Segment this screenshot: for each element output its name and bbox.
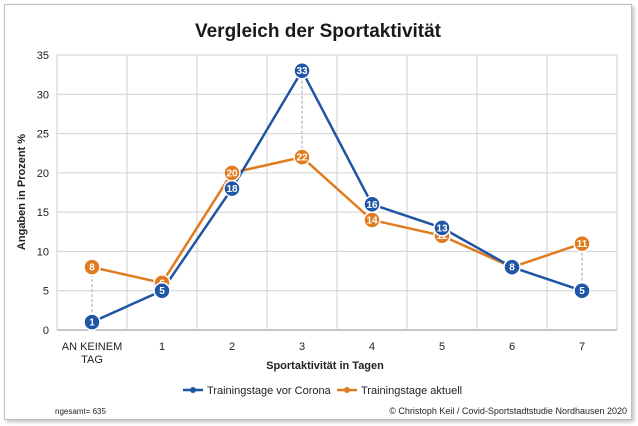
data-point: 18 xyxy=(223,179,241,198)
y-tick-labels: 0 5 10 15 20 25 30 35 xyxy=(37,50,49,337)
y-axis-label: Angaben in Prozent % xyxy=(16,134,28,250)
chart-frame: Vergleich der Sportaktivität 0 5 10 15 20 25 3… xyxy=(4,4,632,420)
data-point: 8 xyxy=(503,258,521,276)
data-label: 1 xyxy=(89,318,95,329)
data-label: 5 xyxy=(159,286,165,297)
gridlines xyxy=(56,54,618,331)
data-label: 16 xyxy=(366,200,378,211)
y-tick-label: 15 xyxy=(37,207,49,219)
x-axis-label: Sportaktivität in Tagen xyxy=(266,360,384,372)
y-tick-label: 20 xyxy=(37,168,49,180)
x-tick-label: 4 xyxy=(369,341,375,353)
data-label: 8 xyxy=(89,263,95,274)
chart-title: Vergleich der Sportaktivität xyxy=(195,21,442,42)
legend: Trainingstage vor Corona Trainingstage ak… xyxy=(183,385,462,397)
x-tick-label: 5 xyxy=(439,341,445,353)
data-point-marker xyxy=(293,148,311,166)
data-point-marker xyxy=(223,179,241,198)
data-point-marker xyxy=(83,313,101,331)
data-label: 33 xyxy=(296,66,308,77)
data-label: 14 xyxy=(366,216,378,227)
source-credit: © Christoph Keil / Covid-Sportstadtstudi… xyxy=(389,406,627,416)
data-point-marker xyxy=(573,281,591,300)
y-tick-label: 25 xyxy=(37,129,49,141)
x-tick-label: 7 xyxy=(579,341,585,353)
line-chart: Vergleich der Sportaktivität 05101520253… xyxy=(16,21,627,416)
y-tick-label: 5 xyxy=(43,286,49,298)
x-tick-label: 2 xyxy=(229,341,235,353)
series-line xyxy=(91,69,583,324)
data-label: 11 xyxy=(577,239,588,250)
data-point: 11 xyxy=(573,234,591,253)
data-point: 8 xyxy=(83,258,101,276)
data-label: 12 xyxy=(436,231,448,242)
data-point: 16 xyxy=(363,195,381,214)
data-point-marker xyxy=(83,258,101,276)
data-label: 20 xyxy=(226,168,238,179)
legend-label: Trainingstage aktuell xyxy=(361,385,462,397)
x-tick-label: 6 xyxy=(509,341,515,353)
data-point-marker xyxy=(363,195,381,214)
data-label: 5 xyxy=(579,286,585,297)
data-point: 1 xyxy=(83,313,101,331)
data-point: 22 xyxy=(293,148,311,166)
x-tick-label: 1 xyxy=(159,341,165,353)
data-point: 5 xyxy=(153,281,171,300)
data-label: 18 xyxy=(226,184,238,195)
data-point: 5 xyxy=(573,281,591,300)
legend-marker xyxy=(190,387,196,393)
legend-item: Trainingstage vor Corona xyxy=(183,385,332,397)
data-point: 33 xyxy=(293,61,311,80)
data-point-marker xyxy=(153,281,171,300)
data-point: 13 xyxy=(433,219,451,237)
legend-label: Trainingstage vor Corona xyxy=(207,385,332,397)
y-tick-label: 35 xyxy=(37,50,49,62)
data-label: 13 xyxy=(436,223,448,234)
y-tick-label: 10 xyxy=(37,246,49,258)
data-label: 22 xyxy=(296,153,308,164)
x-tick-labels: AN KEINEM TAG 1 2 3 4 5 6 7 xyxy=(62,341,585,366)
y-tick-label: 0 xyxy=(43,325,49,337)
y-tick-label: 30 xyxy=(37,89,49,101)
x-tick-label: AN KEINEM TAG xyxy=(62,341,123,366)
data-point-marker xyxy=(503,258,521,276)
x-tick-label: 3 xyxy=(299,341,305,353)
data-point: 14 xyxy=(363,211,381,229)
legend-marker xyxy=(344,387,350,393)
data-point-marker xyxy=(573,234,591,253)
legend-item: Trainingstage aktuell xyxy=(337,385,462,397)
data-point-marker xyxy=(433,219,451,237)
data-point: 20 xyxy=(223,164,241,182)
sample-size-footnote: ngesamt= 635 xyxy=(55,407,106,416)
data-label: 8 xyxy=(509,263,515,274)
data-point-marker xyxy=(293,61,311,80)
series-group: 8620221412811151833161385 xyxy=(83,61,591,331)
